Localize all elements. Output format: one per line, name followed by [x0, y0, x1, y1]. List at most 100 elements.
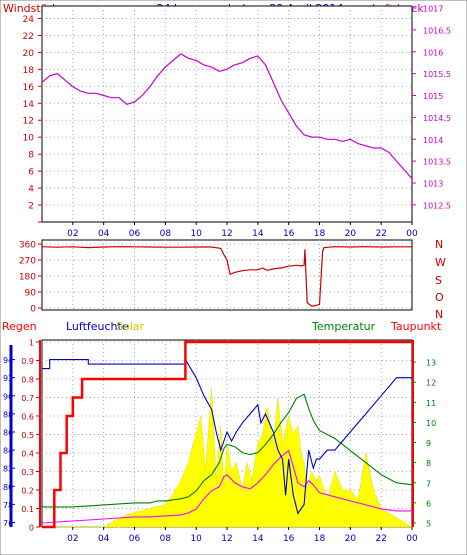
- rain-tick-label: 0.5: [21, 431, 34, 440]
- x-tick-label: 08: [160, 229, 172, 239]
- dewpoint-line: [41, 449, 412, 524]
- x-tick-label: 22: [375, 534, 386, 544]
- y-tick-label: 16: [23, 83, 35, 93]
- rain-tick-label: 0.1: [21, 505, 34, 514]
- legend-humidity: Luftfeuchte: [66, 320, 129, 333]
- y-tick-label: 6: [28, 168, 34, 178]
- x-tick-label: 14: [252, 229, 264, 239]
- rain-tick-label: 0.2: [21, 487, 34, 496]
- x-tick-label: 18: [314, 534, 326, 544]
- temperature-tick-label: 6: [426, 499, 431, 508]
- weather-panel: 0 0.1 0.2 0.3 0.4 0.5 0.6 0.7 0.8 0.9 1 76 78 80 82 84 8…: [3, 339, 436, 545]
- x-tick-label: 14: [252, 534, 264, 544]
- y2-tick-label: 1016: [423, 48, 443, 57]
- legend-rain: Regen: [2, 320, 37, 333]
- temperature-line: [42, 393, 413, 508]
- temperature-tick-label: 8: [426, 459, 431, 468]
- x-tick-label: 04: [98, 229, 110, 239]
- y2-tick-label: 1013.5: [423, 158, 451, 167]
- humidity-tick-label: 80: [3, 483, 13, 492]
- x-tick-label: 06: [129, 534, 141, 544]
- y-tick-label: 14: [23, 100, 35, 110]
- rain-tick-label: 0: [29, 524, 34, 533]
- legend-dewpoint: Taupunkt: [390, 320, 442, 333]
- legend-solar: Solar: [116, 320, 145, 333]
- temperature-tick-label: 13: [426, 359, 436, 368]
- temperature-tick-label: 10: [426, 419, 436, 428]
- y-tick-label: 360: [19, 241, 36, 251]
- temperature-tick-label: 5: [426, 519, 431, 528]
- compass-label: O: [435, 291, 444, 304]
- x-tick-label: 18: [314, 229, 326, 239]
- y-tick-label: 10: [23, 134, 35, 144]
- x-tick-label: 16: [283, 229, 295, 239]
- y-tick-label: 270: [19, 257, 36, 267]
- humidity-tick-label: 76: [3, 519, 13, 528]
- x-tick-label: 20: [345, 229, 357, 239]
- x-tick-label: 22: [375, 229, 386, 239]
- x-tick-label: 08: [160, 534, 172, 544]
- rain-tick-label: 0.7: [21, 394, 34, 403]
- humidity-tick-label: 84: [3, 447, 13, 456]
- plot-frame: [41, 239, 413, 311]
- y-tick-label: 4: [28, 185, 34, 195]
- rain-line: [42, 340, 412, 529]
- y2-tick-label: 1014.5: [423, 114, 451, 123]
- y-tick-label: 18: [23, 66, 35, 76]
- wind-direction-line: [41, 246, 412, 307]
- legend-temperature: Temperatur: [311, 320, 376, 333]
- y-tick-label: 8: [28, 151, 34, 161]
- x-tick-label: 02: [67, 534, 78, 544]
- y-tick-label: 24: [23, 15, 35, 25]
- x-tick-label: 00: [406, 229, 418, 239]
- compass-label: N: [435, 238, 443, 251]
- y-tick-label: 0: [30, 305, 36, 315]
- compass-label: S: [435, 274, 442, 287]
- x-tick-label: 12: [221, 534, 232, 544]
- y-tick-label: 2: [28, 202, 34, 212]
- rain-tick-label: 0.4: [21, 450, 34, 459]
- rain-tick-label: 1: [29, 339, 34, 348]
- y2-tick-label: 1017: [423, 5, 443, 14]
- rain-tick-label: 0.3: [21, 468, 34, 477]
- pressure-line: [41, 53, 413, 179]
- temperature-tick-label: 9: [426, 439, 431, 448]
- humidity-tick-label: 94: [3, 356, 13, 365]
- y2-tick-label: 1014: [423, 136, 443, 145]
- humidity-line: [42, 357, 412, 515]
- y2-tick-label: 1016.5: [423, 26, 451, 35]
- pressure-panel: 246810121416182022241012.510131013.51014…: [23, 5, 451, 240]
- x-tick-label: 12: [221, 229, 232, 239]
- x-tick-label: 00: [406, 534, 418, 544]
- humidity-tick-label: 78: [3, 501, 13, 510]
- compass-label: N: [435, 308, 443, 321]
- temperature-tick-label: 12: [426, 379, 436, 388]
- x-tick-label: 16: [283, 534, 295, 544]
- rain-tick-label: 0.8: [21, 376, 34, 385]
- humidity-tick-label: 82: [3, 465, 13, 474]
- y2-tick-label: 1015.5: [423, 70, 451, 79]
- compass-label: W: [435, 256, 446, 269]
- y-tick-label: 20: [23, 49, 35, 59]
- y2-tick-label: 1012.5: [423, 201, 451, 210]
- y2-tick-label: 1015: [423, 92, 443, 101]
- y-tick-label: 90: [25, 289, 37, 299]
- humidity-tick-label: 92: [3, 374, 13, 383]
- y2-tick-label: 1013: [423, 180, 443, 189]
- y-tick-label: 180: [19, 273, 36, 283]
- rain-tick-label: 0.9: [21, 357, 34, 366]
- x-tick-label: 06: [129, 229, 141, 239]
- rain-tick-label: 0.6: [21, 413, 34, 422]
- x-tick-label: 10: [190, 229, 202, 239]
- temperature-tick-label: 11: [426, 399, 436, 408]
- humidity-tick-label: 86: [3, 428, 13, 437]
- x-tick-label: 02: [67, 229, 78, 239]
- y-tick-label: 12: [23, 117, 34, 127]
- humidity-tick-label: 88: [3, 410, 13, 419]
- x-tick-label: 04: [98, 534, 110, 544]
- humidity-tick-label: 90: [3, 392, 13, 401]
- x-tick-label: 10: [190, 534, 202, 544]
